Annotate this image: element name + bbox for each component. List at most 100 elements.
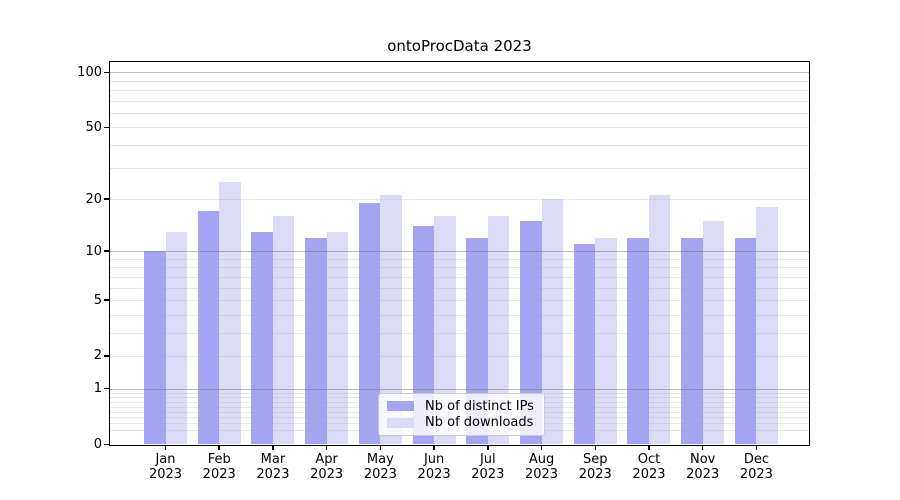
- y-tick-mark: [103, 250, 109, 252]
- x-tick-label-jun: Jun 2023: [404, 452, 464, 483]
- gridline-minor: [110, 100, 809, 102]
- chart-title: ontoProcData 2023: [387, 37, 532, 55]
- x-tick-month: Feb: [207, 451, 231, 467]
- y-tick-label-5: 5: [93, 292, 102, 308]
- legend-label-downloads: Nb of downloads: [425, 415, 534, 431]
- x-tick-month: Jun: [423, 451, 445, 467]
- x-tick-year: 2023: [739, 467, 773, 482]
- gridline-major: [110, 388, 809, 390]
- x-tick-label-oct: Oct 2023: [619, 452, 679, 483]
- x-tick-year: 2023: [524, 467, 559, 482]
- y-tick-label-100: 100: [77, 64, 102, 80]
- x-tick-label-jul: Jul 2023: [458, 452, 518, 483]
- legend: Nb of distinct IPs Nb of downloads: [378, 393, 545, 436]
- bar-nov-distinct-ips: [681, 237, 703, 445]
- x-tick-mark: [594, 445, 596, 450]
- x-tick-label-feb: Feb 2023: [189, 452, 249, 483]
- x-tick-mark: [218, 445, 220, 450]
- x-tick-label-mar: Mar 2023: [243, 452, 303, 483]
- bar-mar-downloads: [272, 216, 295, 445]
- x-tick-label-dec: Dec 2023: [726, 452, 786, 483]
- gridline-minor: [110, 287, 809, 289]
- x-tick-label-jan: Jan 2023: [136, 452, 196, 483]
- bar-jan-distinct-ips: [144, 251, 166, 445]
- x-tick-mark: [433, 445, 435, 450]
- x-tick-year: 2023: [417, 467, 451, 482]
- x-tick-month: Apr: [315, 451, 338, 467]
- gridline-minor: [110, 314, 809, 316]
- y-tick-mark: [103, 198, 109, 200]
- y-tick-label-50: 50: [85, 119, 102, 135]
- bar-may-downloads: [380, 195, 402, 445]
- y-tick-mark: [103, 126, 109, 129]
- bar-sep-downloads: [595, 237, 617, 445]
- legend-entry-downloads: Nb of downloads: [387, 415, 536, 432]
- x-tick-label-apr: Apr 2023: [297, 452, 357, 483]
- bar-apr-downloads: [326, 231, 349, 445]
- x-tick-label-nov: Nov 2023: [673, 452, 733, 483]
- y-tick-mark: [103, 299, 109, 301]
- legend-swatch-distinct-ips: [387, 401, 414, 412]
- bar-dec-distinct-ips: [734, 237, 757, 445]
- bar-aug-downloads: [541, 199, 564, 445]
- bar-dec-downloads: [756, 207, 778, 445]
- x-tick-year: 2023: [363, 467, 397, 482]
- bar-jul-downloads: [487, 216, 510, 445]
- bar-sep-distinct-ips: [573, 244, 596, 445]
- legend-entry-distinct-ips: Nb of distinct IPs: [387, 398, 536, 415]
- x-tick-label-sep: Sep 2023: [565, 452, 625, 483]
- bar-oct-distinct-ips: [627, 237, 649, 445]
- bar-may-distinct-ips: [358, 202, 381, 445]
- x-tick-mark: [540, 445, 543, 450]
- gridline-minor: [110, 80, 809, 82]
- gridline-minor: [110, 113, 809, 115]
- x-tick-month: Sep: [582, 451, 608, 467]
- x-tick-month: Mar: [260, 451, 286, 467]
- y-tick-mark: [103, 443, 109, 446]
- x-tick-mark: [379, 445, 382, 450]
- y-tick-label-1: 1: [93, 381, 102, 397]
- legend-swatch-downloads: [387, 417, 414, 428]
- x-tick-year: 2023: [686, 467, 720, 482]
- gridline-major: [110, 251, 809, 253]
- x-tick-year: 2023: [471, 467, 505, 482]
- gridline-minor: [110, 199, 809, 201]
- bar-feb-distinct-ips: [197, 211, 220, 445]
- y-tick-mark: [103, 71, 109, 74]
- bar-jul-distinct-ips: [466, 237, 488, 445]
- y-tick-mark: [103, 387, 109, 390]
- x-tick-mark: [487, 445, 489, 450]
- x-tick-month: Jul: [479, 451, 496, 467]
- gridline-minor: [110, 300, 809, 302]
- gridline-minor: [110, 267, 809, 269]
- gridline-minor: [110, 258, 809, 260]
- gridline-minor: [110, 167, 809, 169]
- gridline-minor: [110, 276, 809, 278]
- x-tick-month: Dec: [743, 451, 769, 467]
- bar-aug-distinct-ips: [520, 220, 542, 445]
- x-tick-month: Aug: [528, 451, 555, 467]
- x-tick-mark: [164, 445, 167, 450]
- bar-jan-downloads: [165, 231, 187, 445]
- x-tick-year: 2023: [256, 467, 290, 482]
- y-tick-label-0: 0: [93, 437, 102, 452]
- y-tick-label-2: 2: [93, 348, 102, 364]
- bar-jun-distinct-ips: [412, 226, 435, 445]
- bar-nov-downloads: [702, 220, 725, 445]
- bar-jun-downloads: [434, 216, 456, 445]
- gridline-minor: [110, 145, 809, 147]
- legend-label-distinct-ips: Nb of distinct IPs: [425, 398, 534, 414]
- x-tick-year: 2023: [578, 467, 612, 482]
- x-tick-mark: [755, 445, 758, 450]
- gridline-minor: [110, 355, 809, 357]
- x-tick-year: 2023: [310, 467, 344, 482]
- x-tick-month: Jan: [155, 451, 176, 467]
- bar-mar-distinct-ips: [251, 231, 273, 445]
- x-tick-year: 2023: [632, 467, 666, 482]
- x-tick-year: 2023: [148, 467, 183, 482]
- x-tick-mark: [272, 445, 274, 450]
- y-tick-mark: [103, 355, 109, 357]
- x-tick-mark: [325, 445, 328, 450]
- x-tick-mark: [648, 445, 650, 450]
